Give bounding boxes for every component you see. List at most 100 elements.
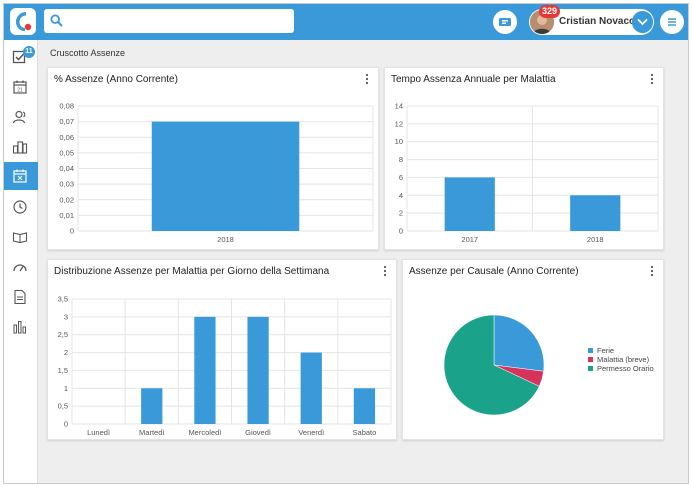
y-tick-label: 0,07 bbox=[59, 117, 74, 126]
y-tick-label: 10 bbox=[395, 137, 403, 146]
card-tempo-malattia: Tempo Assenza Annuale per Malattia 0 2 4 6 8… bbox=[384, 67, 664, 250]
search-input[interactable] bbox=[68, 12, 288, 30]
y-tick-label: 0 bbox=[399, 227, 403, 236]
bar[interactable] bbox=[353, 388, 376, 424]
sidebar-item-users[interactable] bbox=[4, 104, 38, 130]
bar[interactable] bbox=[570, 195, 621, 231]
bar[interactable] bbox=[141, 388, 163, 424]
book-icon bbox=[12, 232, 28, 244]
pie-slice[interactable] bbox=[493, 314, 545, 372]
sidebar-item-documents[interactable] bbox=[4, 284, 38, 310]
y-tick-label: 3,5 bbox=[58, 295, 68, 304]
calendar-absence-icon bbox=[13, 169, 27, 183]
sidebar-item-training[interactable] bbox=[4, 224, 38, 250]
top-bar: 329 Cristian Novacco bbox=[4, 4, 688, 40]
sidebar-item-time[interactable] bbox=[4, 194, 38, 220]
bar[interactable] bbox=[300, 352, 322, 424]
bar-chart-icon bbox=[13, 321, 26, 334]
buildings-icon bbox=[12, 141, 28, 154]
card-menu-button[interactable] bbox=[647, 72, 657, 86]
y-tick-label: 4 bbox=[399, 191, 403, 200]
more-vertical-icon bbox=[383, 265, 387, 277]
chart-distribuzione-giorni: 0 0,5 1 1,5 2 2,5 3 3,5 Lunedì Martedì Mercoledì Gi… bbox=[58, 295, 392, 437]
sidebar-item-performance[interactable] bbox=[4, 254, 38, 280]
notification-badge[interactable]: 329 bbox=[539, 5, 561, 18]
card-title: % Assenze (Anno Corrente) bbox=[54, 74, 178, 85]
x-tick-label: Venerdì bbox=[298, 428, 324, 437]
x-tick-label: Martedì bbox=[139, 428, 164, 437]
y-tick-label: 0,04 bbox=[59, 164, 74, 173]
x-tick-label: 2017 bbox=[461, 235, 478, 244]
y-tick-label: 0,5 bbox=[58, 402, 68, 411]
bar[interactable] bbox=[194, 316, 216, 424]
y-tick-label: 12 bbox=[395, 119, 403, 128]
legend-label: Malattia (breve) bbox=[597, 355, 650, 364]
y-tick-label: 0,03 bbox=[59, 180, 74, 189]
user-menu[interactable]: 329 Cristian Novacco bbox=[529, 5, 654, 35]
more-vertical-icon bbox=[650, 73, 654, 85]
card-assenze-causale: Assenze per Causale (Anno Corrente) Feri… bbox=[402, 259, 664, 440]
document-icon bbox=[14, 289, 26, 305]
hamburger-menu-button[interactable] bbox=[660, 10, 684, 34]
id-card-button[interactable] bbox=[493, 10, 517, 34]
x-tick-label: Giovedì bbox=[245, 428, 271, 437]
legend-swatch bbox=[588, 366, 593, 371]
hamburger-icon bbox=[668, 18, 676, 26]
search-icon bbox=[50, 14, 63, 27]
chart-assenze-percentuale: 0 0,01 0,02 0,03 0,04 0,05 0,06 0,07 0,08 2018 bbox=[59, 102, 374, 244]
y-tick-label: 0,06 bbox=[59, 133, 74, 142]
search-box[interactable] bbox=[44, 9, 294, 33]
legend-swatch bbox=[588, 348, 593, 353]
y-tick-label: 14 bbox=[395, 102, 403, 111]
x-tick-label: Mercoledì bbox=[188, 428, 221, 437]
speedometer-icon bbox=[13, 264, 27, 272]
card-menu-button[interactable] bbox=[647, 264, 657, 278]
y-tick-label: 0 bbox=[70, 227, 74, 236]
card-menu-button[interactable] bbox=[362, 72, 372, 86]
sidebar-item-absences[interactable] bbox=[4, 162, 38, 190]
sidebar-item-calendar[interactable]: 21 bbox=[4, 74, 38, 100]
card-menu-button[interactable] bbox=[380, 264, 390, 278]
sidebar-item-reports[interactable] bbox=[4, 314, 38, 340]
tasks-badge: 11 bbox=[23, 46, 35, 58]
more-vertical-icon bbox=[650, 265, 654, 277]
card-assenze-percentuale: % Assenze (Anno Corrente) 0 0,01 0,02 0,03 0… bbox=[47, 67, 379, 250]
calendar-icon: 21 bbox=[13, 80, 27, 94]
bar[interactable] bbox=[151, 121, 300, 231]
sidebar-item-buildings[interactable] bbox=[4, 134, 38, 160]
sidebar-item-tasks[interactable]: 11 bbox=[4, 44, 38, 70]
bar[interactable] bbox=[247, 316, 269, 424]
y-tick-label: 0,01 bbox=[59, 211, 74, 220]
id-card-icon bbox=[499, 18, 511, 26]
legend-swatch bbox=[588, 357, 593, 362]
y-tick-label: 0,08 bbox=[59, 102, 74, 111]
users-icon bbox=[12, 110, 26, 124]
card-title: Tempo Assenza Annuale per Malattia bbox=[391, 74, 556, 85]
pie-slice[interactable] bbox=[443, 314, 540, 416]
svg-text:21: 21 bbox=[17, 88, 23, 94]
sidebar: 11 21 bbox=[4, 40, 38, 483]
y-tick-label: 6 bbox=[399, 173, 403, 182]
y-tick-label: 2 bbox=[399, 209, 403, 218]
user-name: Cristian Novacco bbox=[559, 16, 641, 27]
legend-label: Ferie bbox=[597, 346, 614, 355]
bar[interactable] bbox=[444, 177, 495, 231]
y-tick-label: 3 bbox=[64, 312, 68, 321]
chart-tempo-malattia: 0 2 4 6 8 10 12 14 2017 2018 bbox=[395, 102, 659, 244]
chevron-down-icon bbox=[637, 19, 648, 26]
app-logo[interactable] bbox=[10, 8, 36, 35]
y-tick-label: 1,5 bbox=[58, 366, 68, 375]
app-frame: 329 Cristian Novacco 11 bbox=[3, 3, 689, 484]
clock-icon bbox=[13, 200, 27, 214]
more-vertical-icon bbox=[365, 73, 369, 85]
logo-icon bbox=[16, 12, 32, 31]
y-tick-label: 2,5 bbox=[58, 330, 68, 339]
x-tick-label: Lunedì bbox=[87, 428, 110, 437]
checklist-icon bbox=[12, 50, 26, 64]
y-tick-label: 2 bbox=[64, 348, 68, 357]
card-title: Distribuzione Assenze per Malattia per G… bbox=[54, 266, 330, 277]
x-tick-label: 2018 bbox=[217, 235, 234, 244]
user-dropdown-button[interactable] bbox=[632, 11, 653, 33]
card-distribuzione-giorni: Distribuzione Assenze per Malattia per G… bbox=[47, 259, 397, 440]
